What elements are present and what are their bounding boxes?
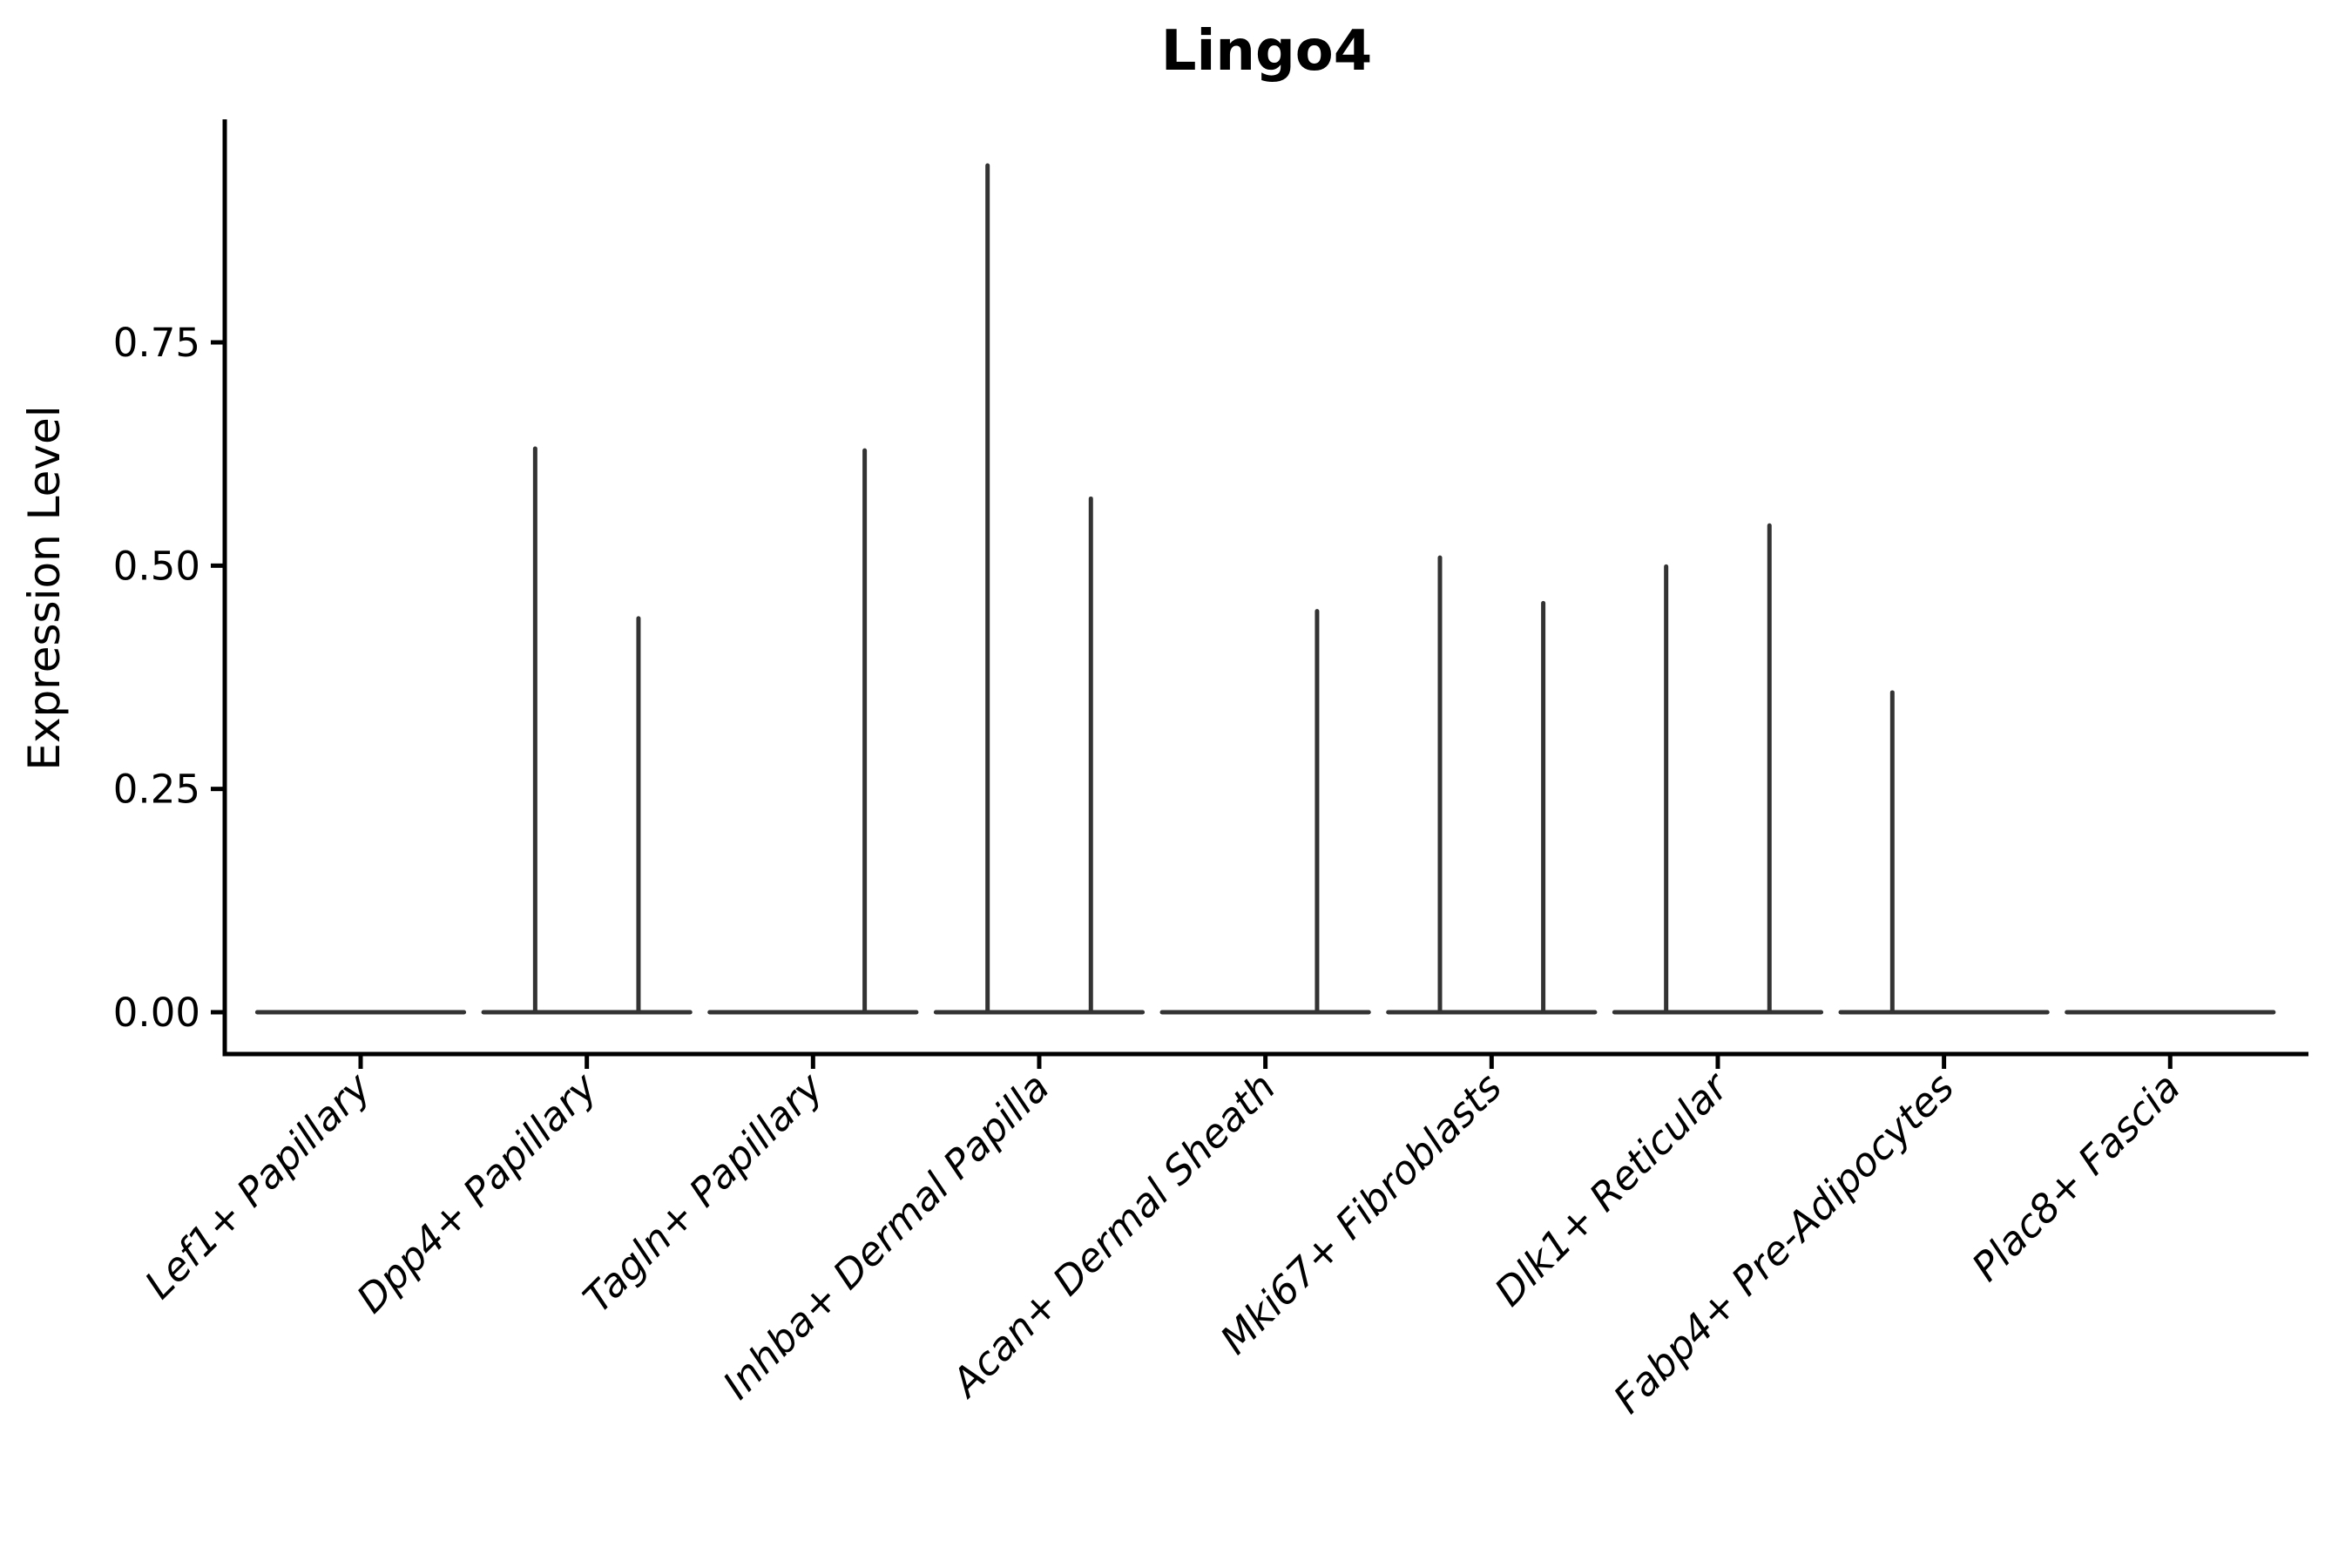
y-axis-title: Expression Level [19, 405, 70, 770]
x-axis-label: Dlk1+ Reticular [1485, 1063, 1738, 1315]
y-tick-label: 0.75 [113, 320, 200, 366]
x-axis-label: Tagln+ Papillary [574, 1063, 833, 1321]
y-tick-label: 0.00 [113, 990, 200, 1036]
x-axis-label: Lef1+ Papillary [136, 1063, 381, 1308]
y-tick-label: 0.25 [113, 767, 200, 813]
y-tick-label: 0.50 [113, 543, 200, 589]
violins-layer [254, 163, 2276, 1015]
x-axis-label: Dpp4+ Papillary [348, 1063, 606, 1321]
x-axis-label: Plac8+ Fascia [1963, 1064, 2189, 1290]
chart-title: Lingo4 [1161, 19, 1373, 84]
